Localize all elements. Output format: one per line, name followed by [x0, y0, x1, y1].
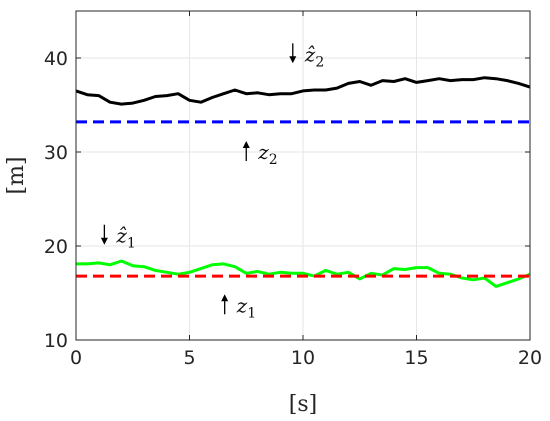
annotation-label-subscript: 2	[315, 54, 324, 70]
annotation-label: z2	[257, 140, 277, 168]
y-tick-label: 10	[44, 330, 68, 352]
annotation-label-base: ẑ	[115, 224, 127, 248]
annotation-label-subscript: 2	[269, 152, 278, 168]
annotation-arrow-head	[100, 237, 108, 245]
annotation-arrow-head	[221, 294, 229, 302]
annotation-2: z2	[242, 140, 278, 168]
x-tick-label: 5	[183, 347, 195, 369]
annotation-arrow-head	[289, 56, 297, 64]
x-tick-label: 20	[518, 347, 542, 369]
y-tick-label: 40	[44, 48, 68, 70]
y-tick-label: 20	[44, 236, 68, 258]
annotation-3: ẑ1	[100, 224, 136, 252]
x-tick-label: 10	[291, 347, 315, 369]
series-layer	[75, 76, 531, 288]
axes	[75, 10, 531, 341]
annotation-label-subscript: 1	[127, 236, 136, 252]
x-tick-label: 0	[70, 347, 82, 369]
annotation-label: ẑ1	[115, 224, 135, 252]
series-line-1	[75, 76, 531, 106]
x-tick-label: 15	[404, 347, 428, 369]
y-axis-label: [m]	[4, 156, 29, 194]
annotation-label-subscript: 1	[247, 305, 256, 321]
tick-labels: 0 5 10 15 20 10 20 30 40	[44, 48, 542, 369]
annotation-label: z1	[236, 293, 256, 321]
x-axis-label: [s]	[289, 392, 317, 417]
annotation-label: ẑ2	[304, 42, 324, 70]
annotation-label-base: ẑ	[304, 42, 316, 66]
annotation-4: z1	[221, 293, 256, 321]
annotation-label-base: z	[257, 140, 269, 164]
grid	[75, 11, 531, 341]
annotation-label-base: z	[236, 293, 248, 317]
annotation-arrow-head	[242, 141, 250, 149]
y-tick-label: 30	[44, 142, 68, 164]
annotation-1: ẑ2	[289, 42, 324, 70]
